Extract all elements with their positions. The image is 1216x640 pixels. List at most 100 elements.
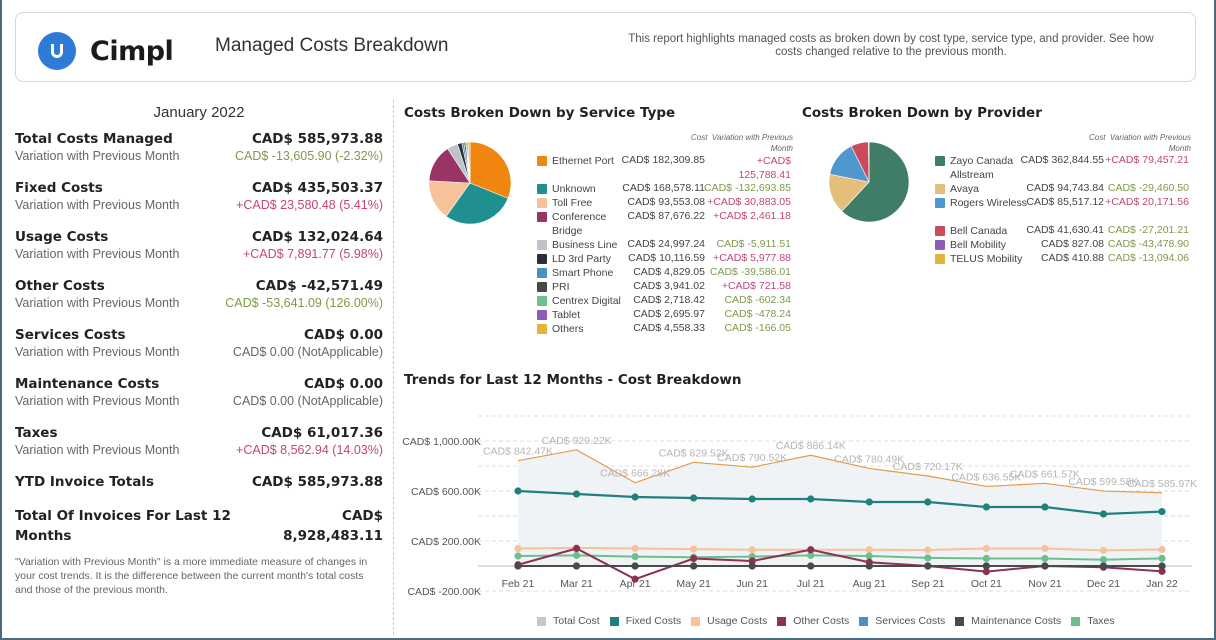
taxes-point[interactable] <box>865 552 873 560</box>
maintenance-costs-point[interactable] <box>924 562 932 570</box>
legend-row-avaya[interactable]: Avaya <box>935 182 1191 196</box>
taxes-point[interactable] <box>514 552 522 560</box>
legend-label: Bell Mobility <box>950 239 1007 251</box>
usage-costs-point[interactable] <box>631 544 639 553</box>
usage-costs-point[interactable] <box>1041 544 1049 553</box>
total-cost-data-label: CAD$ 636.55K <box>951 471 1021 483</box>
fixed-costs-point[interactable] <box>631 493 639 501</box>
trends-line-chart: CAD$ 1,000.00K CAD$ 600.00K CAD$ 200.00K CA… <box>402 415 1197 595</box>
other-costs-point[interactable] <box>631 575 639 583</box>
usage-costs-point[interactable] <box>1099 546 1108 554</box>
legend-row-others[interactable]: Others <box>537 322 793 336</box>
ytd-invoice-totals: YTD Invoice Totals CAD$ 585,973.88 <box>15 474 383 490</box>
fixed-costs-point[interactable] <box>514 487 522 495</box>
fixed-costs-point[interactable] <box>924 498 932 506</box>
taxes-point[interactable] <box>1158 554 1166 562</box>
legend-row-telus-mobility[interactable]: TELUS Mobility <box>935 252 1191 266</box>
fixed-costs-point[interactable] <box>1099 510 1108 518</box>
legend-row-zayo-canada-allstream[interactable]: Zayo Canada Allstream <box>935 154 1191 182</box>
legend-label: Rogers Wireless <box>950 197 1028 209</box>
legend-label: LD 3rd Party <box>552 253 611 265</box>
legend-row-smart-phone[interactable]: Smart Phone <box>537 266 793 280</box>
legend-variation: CAD$ -602.34 <box>724 294 791 306</box>
maintenance-costs-point[interactable] <box>1099 562 1108 570</box>
other-costs-point[interactable] <box>572 544 581 553</box>
legend-row-rogers-wireless[interactable]: Rogers Wireless <box>935 196 1191 210</box>
legend-item-maintenance-costs[interactable]: Maintenance Costs <box>955 615 1061 627</box>
taxes-point[interactable] <box>982 554 990 563</box>
legend-row-bell-canada[interactable]: Bell Canada <box>935 224 1191 238</box>
legend-row-unknown[interactable]: Unknown <box>537 182 793 196</box>
legend-row-ld-3rd-party[interactable]: LD 3rd Party <box>537 252 793 266</box>
legend-row-toll-free[interactable]: Toll Free <box>537 196 793 210</box>
other-costs-point[interactable] <box>690 554 698 563</box>
maintenance-costs-point[interactable] <box>514 562 522 570</box>
total-cost-data-label: CAD$ 599.58K <box>1068 476 1138 488</box>
maintenance-costs-point[interactable] <box>982 562 990 570</box>
x-tick-label: Aug 21 <box>853 578 886 590</box>
pie-slice-unknown[interactable] <box>445 182 509 224</box>
usage-costs-point[interactable] <box>1158 545 1166 554</box>
fixed-costs-point[interactable] <box>690 494 698 502</box>
legend-item-total-cost[interactable]: Total Cost <box>537 615 600 627</box>
usage-costs-point[interactable] <box>748 546 756 554</box>
x-tick-label: Nov 21 <box>1028 578 1061 590</box>
pie-slice-ethernet-port[interactable] <box>469 142 511 199</box>
other-costs-point[interactable] <box>807 546 815 554</box>
other-costs-point[interactable] <box>982 568 990 576</box>
pie-slice-others[interactable] <box>467 142 471 184</box>
legend-item-taxes[interactable]: Taxes <box>1071 615 1115 627</box>
legend-variation: +CAD$ 79,457.21 <box>1105 154 1189 166</box>
maintenance-costs-point[interactable] <box>807 562 815 570</box>
other-costs-point[interactable] <box>1158 567 1166 575</box>
legend-row-bell-mobility[interactable]: Bell Mobility <box>935 238 1191 252</box>
legend-row-business-line[interactable]: Business Line <box>537 238 793 252</box>
legend-row-centrex-digital[interactable]: Centrex Digital <box>537 294 793 308</box>
legend-cost: CAD$ 10,116.59 <box>628 252 705 264</box>
usage-costs-point[interactable] <box>690 545 698 553</box>
metric-maintenance-costs: Maintenance Costs CAD$ 0.00 Variation with… <box>15 376 383 408</box>
taxes-point[interactable] <box>1099 556 1108 564</box>
maintenance-costs-point[interactable] <box>1041 562 1049 570</box>
pie-slice-zayo-canada-allstream[interactable] <box>841 142 909 222</box>
maintenance-costs-point[interactable] <box>865 562 873 570</box>
fixed-costs-point[interactable] <box>807 495 815 503</box>
maintenance-costs-point[interactable] <box>1158 562 1166 570</box>
taxes-point[interactable] <box>924 554 932 562</box>
fixed-costs-point[interactable] <box>572 490 581 498</box>
other-costs-point[interactable] <box>748 557 756 565</box>
usage-costs-point[interactable] <box>865 546 873 554</box>
legend-row-conference-bridge[interactable]: Conference Bridge <box>537 210 793 238</box>
metric-variation: +CAD$ 7,891.77 (5.98%) <box>242 247 383 261</box>
metric-value: CAD$ 61,017.36 <box>261 425 383 441</box>
total-cost-data-label: CAD$ 886.14K <box>776 440 846 452</box>
legend-cost: CAD$ 182,309.85 <box>621 154 705 166</box>
legend-row-tablet[interactable]: Tablet <box>537 308 793 322</box>
maintenance-costs-point[interactable] <box>572 562 581 570</box>
legend-item-fixed-costs[interactable]: Fixed Costs <box>609 615 681 627</box>
legend-item-usage-costs[interactable]: Usage Costs <box>691 615 767 627</box>
legend-row-pri[interactable]: PRI <box>537 280 793 294</box>
taxes-point[interactable] <box>1041 554 1049 563</box>
fixed-costs-point[interactable] <box>748 495 756 503</box>
maintenance-costs-point[interactable] <box>748 562 756 570</box>
fixed-costs-point[interactable] <box>982 503 990 511</box>
legend-item-services-costs[interactable]: Services Costs <box>859 615 945 627</box>
usage-costs-point[interactable] <box>514 544 522 553</box>
total-cost-data-label: CAD$ 929.22K <box>542 435 612 447</box>
legend-item-other-costs[interactable]: Other Costs <box>777 615 849 627</box>
x-tick-label: Dec 21 <box>1087 578 1120 590</box>
legend-label: Taxes <box>1087 615 1115 627</box>
legend-row-ethernet-port[interactable]: Ethernet Port <box>537 154 793 168</box>
maintenance-costs-point[interactable] <box>690 562 698 570</box>
taxes-point[interactable] <box>572 551 581 559</box>
usage-costs-point[interactable] <box>924 546 932 554</box>
taxes-point[interactable] <box>631 553 639 561</box>
fixed-costs-point[interactable] <box>1158 507 1166 516</box>
fixed-costs-point[interactable] <box>1041 503 1049 511</box>
taxes-point[interactable] <box>807 551 815 559</box>
usage-costs-point[interactable] <box>982 544 990 553</box>
maintenance-costs-point[interactable] <box>631 562 639 570</box>
legend-swatch <box>537 184 547 194</box>
fixed-costs-point[interactable] <box>865 498 873 506</box>
